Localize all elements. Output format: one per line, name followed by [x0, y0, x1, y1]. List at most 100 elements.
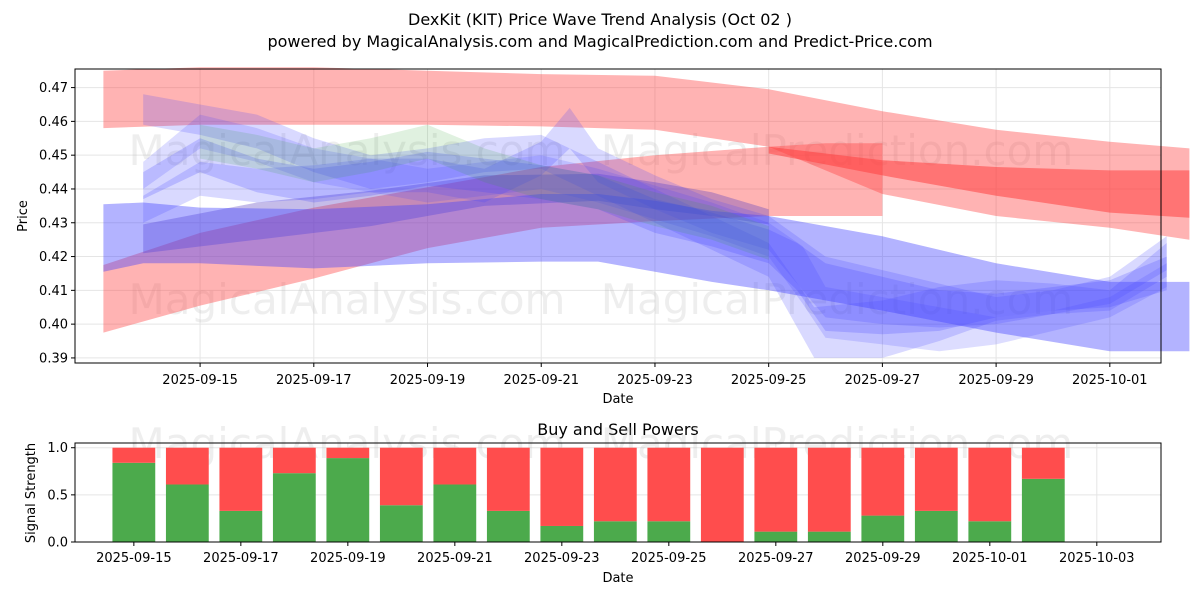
figure-title-line1: DexKit (KIT) Price Wave Trend Analysis (…: [408, 10, 792, 29]
signal-x-tick-label: 2025-10-01: [952, 551, 1028, 566]
signal-y-tick-label: 0.0: [47, 536, 68, 551]
price-x-tick-label: 2025-09-17: [276, 373, 352, 388]
buy-bar-2025-09-16: [165, 484, 209, 542]
buy-bar-2025-09-15: [112, 462, 156, 542]
signal-y-tick-label: 0.5: [47, 488, 68, 503]
signal-y-ticks: 0.0 0.5 1.0: [47, 441, 75, 551]
price-x-tick-label: 2025-09-19: [390, 373, 466, 388]
price-x-tick-label: 2025-09-15: [162, 373, 238, 388]
price-x-tick-label: 2025-09-21: [503, 373, 579, 388]
signal-x-tick-label: 2025-09-29: [845, 551, 921, 566]
price-band-blue-wave-1: [143, 138, 1167, 335]
sell-bar-2025-09-21: [433, 447, 477, 485]
price-y-tick-label: 0.40: [39, 318, 68, 333]
buy-bar-2025-09-19: [326, 458, 370, 542]
price-y-axis-label: Price: [16, 200, 31, 232]
sell-bar-2025-09-17: [219, 447, 263, 511]
signal-x-ticks: 2025-09-15 2025-09-17 2025-09-19 2025-09-21…: [96, 542, 1135, 566]
sell-bar-2025-09-30: [914, 447, 958, 511]
signal-chart: Buy and Sell Powers MagicalAnalysis.com …: [24, 419, 1162, 586]
price-band-blue-forecast-box: [1109, 281, 1190, 352]
buy-bar-2025-09-23: [540, 525, 584, 542]
buy-bar-2025-09-18: [272, 473, 316, 542]
buy-bar-2025-10-01: [968, 521, 1012, 542]
price-band-purple-band: [143, 173, 769, 254]
sell-bar-2025-09-29: [861, 447, 905, 516]
sell-bar-2025-09-25: [647, 447, 691, 522]
price-x-tick-label: 2025-10-01: [1072, 373, 1148, 388]
price-x-axis-label: Date: [602, 392, 633, 407]
signal-plot-frame: [74, 442, 1162, 543]
sell-bar-2025-09-23: [540, 447, 584, 526]
buy-bar-2025-09-30: [914, 510, 958, 542]
price-x-tick-label: 2025-09-29: [958, 373, 1034, 388]
price-band-blue-wave-3: [143, 107, 1167, 328]
price-band-red-lower-band: [103, 143, 883, 333]
signal-chart-title: Buy and Sell Powers: [537, 420, 699, 439]
price-plot-area: [75, 69, 1161, 363]
price-y-tick-label: 0.39: [39, 351, 68, 366]
watermark-prediction-mid: MagicalPrediction.com: [601, 275, 1074, 324]
price-y-tick-label: 0.42: [39, 250, 68, 265]
price-band-blue-wave-2: [143, 94, 1167, 358]
buy-bar-2025-09-22: [486, 510, 530, 542]
sell-bar-2025-09-27: [754, 447, 798, 532]
watermark-prediction-top: MagicalPrediction.com: [601, 126, 1074, 175]
signal-x-tick-label: 2025-09-25: [631, 551, 707, 566]
watermark-analysis-mid: MagicalAnalysis.com: [129, 275, 566, 324]
price-y-tick-label: 0.47: [39, 81, 68, 96]
price-x-tick-label: 2025-09-25: [731, 373, 807, 388]
buy-bar-2025-09-27: [754, 531, 798, 542]
price-band-red-forecast-band: [768, 146, 1190, 218]
price-y-tick-label: 0.46: [39, 115, 68, 130]
sell-bar-2025-09-26: [700, 447, 744, 542]
signal-x-tick-label: 2025-09-15: [96, 551, 172, 566]
price-plot-frame: [74, 68, 1162, 364]
price-band-red-upper-band: [103, 67, 1190, 240]
signal-bars: [112, 447, 1065, 542]
price-x-tick-label: 2025-09-23: [617, 373, 693, 388]
signal-x-tick-label: 2025-09-17: [203, 551, 279, 566]
price-grid: [75, 69, 1161, 363]
sell-bar-2025-09-19: [326, 447, 370, 459]
buy-bar-2025-09-29: [861, 515, 905, 542]
sell-bar-2025-09-24: [593, 447, 637, 522]
price-y-tick-label: 0.44: [39, 182, 68, 197]
price-band-blue-wave-4: [143, 114, 1167, 352]
price-y-ticks: 0.39 0.40 0.41 0.42 0.43 0.44 0.45 0.46 0.47: [39, 81, 75, 366]
price-x-tick-label: 2025-09-27: [845, 373, 921, 388]
watermark-analysis-top: MagicalAnalysis.com: [129, 126, 566, 175]
signal-x-tick-label: 2025-10-03: [1059, 551, 1135, 566]
signal-x-tick-label: 2025-09-19: [310, 551, 386, 566]
signal-x-axis-label: Date: [602, 571, 633, 586]
price-y-tick-label: 0.41: [39, 284, 68, 299]
buy-bar-2025-09-21: [433, 484, 477, 542]
sell-bar-2025-09-16: [165, 447, 209, 485]
price-band-blue-base-band: [103, 194, 1110, 352]
sell-bar-2025-09-20: [379, 447, 423, 506]
sell-bar-2025-10-02: [1021, 447, 1065, 479]
buy-bar-2025-09-17: [219, 510, 263, 542]
buy-bar-2025-09-20: [379, 505, 423, 542]
buy-bar-2025-09-25: [647, 521, 691, 542]
buy-bar-2025-09-28: [807, 531, 851, 542]
price-chart: MagicalAnalysis.com MagicalPrediction.co…: [16, 67, 1190, 407]
sell-bar-2025-09-15: [112, 447, 156, 463]
buy-bar-2025-10-02: [1021, 478, 1065, 542]
signal-y-axis-label: Signal Strength: [24, 443, 39, 543]
price-x-ticks: 2025-09-15 2025-09-17 2025-09-19 2025-09-21…: [162, 363, 1148, 388]
signal-y-tick-label: 1.0: [47, 441, 68, 456]
sell-bar-2025-09-22: [486, 447, 530, 511]
price-y-tick-label: 0.43: [39, 216, 68, 231]
signal-x-tick-label: 2025-09-27: [738, 551, 814, 566]
signal-x-tick-label: 2025-09-21: [417, 551, 493, 566]
signal-x-tick-label: 2025-09-23: [524, 551, 600, 566]
sell-bar-2025-10-01: [968, 447, 1012, 522]
sell-bar-2025-09-28: [807, 447, 851, 532]
price-watermarks: MagicalAnalysis.com MagicalPrediction.co…: [129, 126, 1074, 324]
price-y-tick-label: 0.45: [39, 149, 68, 164]
price-bands: [103, 67, 1190, 358]
buy-bar-2025-09-24: [593, 521, 637, 542]
figure-title-line2: powered by MagicalAnalysis.com and Magic…: [267, 32, 932, 51]
